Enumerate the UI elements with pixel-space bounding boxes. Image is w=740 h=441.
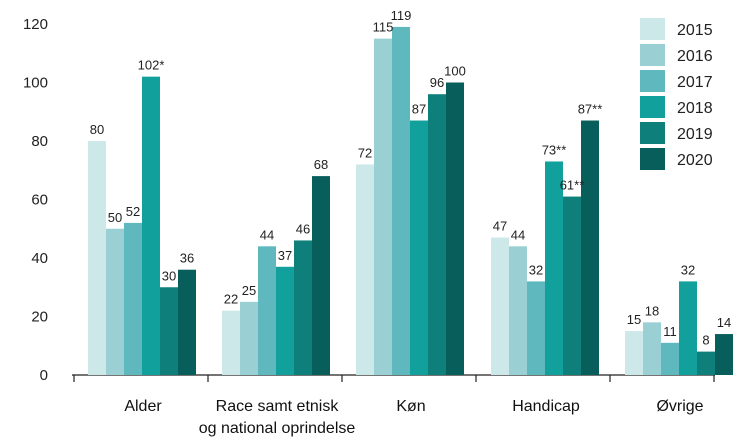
category-label: Køn (396, 398, 425, 415)
data-label: 50 (108, 210, 122, 225)
data-label: 36 (180, 251, 194, 266)
category-label: Alder (124, 398, 162, 415)
data-label: 22 (224, 292, 238, 307)
bar (374, 38, 392, 375)
y-tick-label: 120 (23, 16, 48, 33)
y-tick-label: 0 (40, 367, 48, 384)
bar (643, 322, 661, 375)
legend-swatch (640, 18, 665, 40)
data-label: 8 (702, 333, 709, 348)
bar (124, 222, 142, 375)
bar (715, 334, 733, 375)
legend: 2015 2016 2017 2018 2019 2020 (640, 18, 713, 170)
y-axis: 0 20 40 60 80 100 120 (23, 16, 48, 384)
bar (240, 301, 258, 375)
category-label: Race samt etnisk og national oprindelse (199, 398, 356, 437)
y-tick-label: 60 (31, 192, 48, 209)
legend-label: 2018 (677, 100, 713, 117)
legend-label: 2015 (677, 22, 713, 39)
data-label: 115 (373, 20, 394, 35)
bar (312, 176, 330, 375)
data-label: 96 (430, 75, 444, 90)
legend-swatch (640, 96, 665, 118)
category-label: Handicap (512, 398, 580, 415)
bar (276, 266, 294, 375)
data-label: 44 (511, 227, 525, 242)
legend-swatch (640, 122, 665, 144)
y-tick-label: 80 (31, 133, 48, 150)
data-label: 68 (314, 157, 328, 172)
bar (178, 269, 196, 375)
y-tick-label: 100 (23, 75, 48, 92)
legend-label: 2017 (677, 74, 713, 91)
bar (625, 331, 643, 375)
bar (527, 281, 545, 375)
data-label: 46 (296, 221, 310, 236)
data-label: 52 (126, 204, 140, 219)
bar (88, 141, 106, 375)
data-label: 73** (542, 142, 567, 157)
bar (258, 246, 276, 375)
bar (491, 237, 509, 375)
bar (222, 310, 240, 375)
data-label: 11 (663, 324, 677, 339)
bar (294, 240, 312, 375)
legend-swatch (640, 148, 665, 170)
legend-label: 2016 (677, 48, 713, 65)
legend-swatch (640, 44, 665, 66)
data-label: 18 (645, 303, 659, 318)
bar (697, 351, 715, 375)
bar (356, 164, 374, 375)
bar (446, 82, 464, 375)
data-label: 87 (412, 102, 426, 117)
y-tick-label: 20 (31, 309, 48, 326)
data-label: 30 (162, 268, 176, 283)
data-label: 37 (278, 248, 292, 263)
data-label: 14 (717, 315, 731, 330)
data-label: 47 (493, 219, 507, 234)
data-label: 87** (578, 102, 603, 117)
bar (661, 342, 679, 375)
category-label: Øvrige (656, 398, 703, 415)
bar (509, 246, 527, 375)
bar (581, 120, 599, 376)
bar (428, 94, 446, 375)
legend-label: 2020 (677, 152, 713, 169)
legend-swatch (640, 70, 665, 92)
legend-label: 2019 (677, 126, 713, 143)
data-label: 102* (138, 58, 165, 73)
bar (545, 161, 563, 375)
bar (106, 228, 124, 375)
bar (160, 287, 178, 375)
data-label: 61** (560, 178, 585, 193)
y-tick-label: 40 (31, 250, 48, 267)
bar (563, 196, 581, 375)
bar (142, 76, 160, 376)
bar (410, 120, 428, 376)
x-axis: Alder Race samt etnisk og national oprinde… (72, 374, 715, 437)
data-label: 25 (242, 283, 256, 298)
data-label: 44 (260, 227, 274, 242)
data-label: 80 (90, 122, 104, 137)
data-label: 119 (391, 8, 412, 23)
data-label: 15 (627, 312, 641, 327)
bar (392, 26, 410, 376)
data-label: 32 (681, 262, 695, 277)
bars (88, 26, 733, 376)
data-label: 72 (358, 145, 372, 160)
bar (679, 281, 697, 375)
data-label: 32 (529, 262, 543, 277)
data-label: 100 (444, 64, 466, 79)
